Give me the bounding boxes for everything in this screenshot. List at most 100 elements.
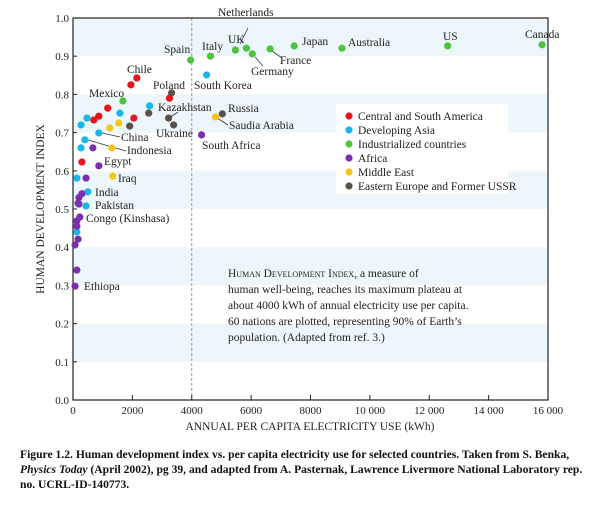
point-label: Ethiopa bbox=[84, 281, 120, 293]
point-label: Egypt bbox=[104, 156, 132, 168]
data-point bbox=[133, 74, 141, 82]
legend-label: Africa bbox=[358, 153, 387, 165]
data-point bbox=[218, 110, 226, 118]
label-leader-lines bbox=[87, 27, 283, 152]
point-label: South Africa bbox=[202, 140, 260, 152]
x-tick-label: 16 000 bbox=[533, 405, 564, 417]
leader-line bbox=[216, 117, 229, 126]
y-tick-label: 0.6 bbox=[55, 166, 69, 178]
legend-label: Middle East bbox=[358, 167, 415, 179]
background-band bbox=[73, 18, 548, 57]
background-band bbox=[73, 247, 548, 286]
legend-marker bbox=[345, 168, 353, 176]
data-point bbox=[130, 114, 138, 122]
data-point bbox=[89, 144, 97, 152]
y-tick-label: 0.0 bbox=[55, 395, 69, 407]
data-point bbox=[116, 109, 124, 117]
data-point bbox=[127, 81, 135, 89]
leader-line bbox=[87, 139, 127, 152]
point-label: Kazakhstan bbox=[158, 102, 212, 114]
data-point bbox=[95, 162, 103, 170]
point-label: Ukraine bbox=[156, 128, 193, 140]
data-point bbox=[74, 235, 82, 243]
data-point bbox=[538, 41, 546, 49]
y-tick-label: 0.1 bbox=[55, 357, 69, 369]
x-tick-label: 8000 bbox=[300, 405, 323, 417]
x-tick-label: 6000 bbox=[240, 405, 263, 417]
data-point bbox=[115, 119, 123, 127]
data-point bbox=[73, 228, 81, 236]
point-label: Germany bbox=[251, 66, 294, 78]
annotation-line-text: , a measure of bbox=[354, 268, 419, 280]
data-point bbox=[206, 52, 215, 60]
annotation-line: human well-being, reaches its maximum pl… bbox=[228, 284, 463, 296]
data-point bbox=[248, 50, 256, 58]
point-label: UK bbox=[228, 34, 245, 46]
axis-ticks: 0 2000 4000 6000 8000 10 000 12 000 14 000 16 00… bbox=[55, 13, 563, 417]
y-tick-label: 0.3 bbox=[55, 280, 69, 292]
point-label: South Korea bbox=[194, 80, 252, 92]
data-point bbox=[197, 131, 206, 139]
x-tick-label: 10 000 bbox=[355, 405, 386, 417]
legend: Central and South America Developing Asia… bbox=[336, 104, 517, 194]
data-point bbox=[75, 200, 83, 208]
data-point bbox=[90, 116, 98, 124]
point-label: Spain bbox=[164, 44, 190, 56]
point-label: Italy bbox=[202, 41, 223, 53]
point-label: Mexico bbox=[89, 88, 124, 100]
annotation-text: Human Development Index, a measure of hum… bbox=[228, 268, 469, 344]
data-point bbox=[77, 144, 85, 152]
y-tick-label: 0.4 bbox=[55, 242, 69, 254]
data-point bbox=[84, 188, 92, 196]
x-tick-label: 4000 bbox=[181, 405, 204, 417]
annotation-line: Human Development Index, a measure of bbox=[228, 268, 419, 280]
leader-line bbox=[271, 50, 283, 59]
data-point bbox=[211, 113, 220, 121]
y-tick-label: 0.5 bbox=[55, 204, 69, 216]
caption-journal: Physics Today bbox=[20, 463, 88, 476]
data-point bbox=[109, 172, 117, 180]
annotation-title: Human Development Index bbox=[228, 268, 354, 280]
legend-label: Central and South America bbox=[358, 111, 483, 123]
y-tick-label: 0.9 bbox=[55, 51, 69, 63]
leader-line bbox=[254, 56, 264, 67]
data-point bbox=[126, 122, 134, 130]
point-label: Canada bbox=[525, 29, 559, 41]
data-point bbox=[78, 158, 86, 166]
data-point bbox=[186, 56, 195, 64]
data-point bbox=[202, 71, 211, 79]
point-label: Poland bbox=[153, 80, 185, 92]
point-label: Australia bbox=[348, 37, 390, 49]
data-point bbox=[81, 136, 89, 144]
data-point bbox=[77, 121, 85, 129]
data-point bbox=[338, 44, 346, 52]
point-label: Pakistan bbox=[95, 200, 134, 212]
data-point bbox=[167, 89, 176, 97]
legend-label: Industrialized countries bbox=[358, 139, 467, 151]
data-point bbox=[73, 217, 81, 225]
data-point bbox=[170, 121, 178, 129]
annotation-line: about 4000 kWh of annual electricity use… bbox=[228, 300, 469, 312]
y-tick-label: 0.2 bbox=[55, 319, 69, 331]
data-point bbox=[75, 193, 83, 202]
point-label: China bbox=[121, 132, 148, 144]
data-point bbox=[119, 97, 127, 105]
annotation-line: population. (Adapted from ref. 3.) bbox=[228, 332, 385, 344]
point-label: Netherlands bbox=[218, 7, 274, 19]
data-point bbox=[106, 124, 114, 132]
legend-marker bbox=[345, 154, 353, 162]
figure-caption: Figure 1.2. Human development index vs. … bbox=[20, 447, 595, 492]
point-label: France bbox=[280, 55, 311, 67]
data-point bbox=[444, 42, 452, 50]
x-tick-label: 2000 bbox=[121, 405, 144, 417]
point-label: Indonesia bbox=[127, 145, 172, 157]
annotation-line: 60 nations are plotted, representing 90%… bbox=[228, 316, 462, 328]
data-point bbox=[164, 114, 173, 122]
data-point bbox=[83, 114, 91, 122]
point-label: US bbox=[443, 31, 458, 43]
legend-marker bbox=[345, 182, 353, 190]
y-tick-label: 0.8 bbox=[55, 89, 69, 101]
data-point bbox=[266, 45, 274, 53]
data-point bbox=[145, 109, 153, 117]
